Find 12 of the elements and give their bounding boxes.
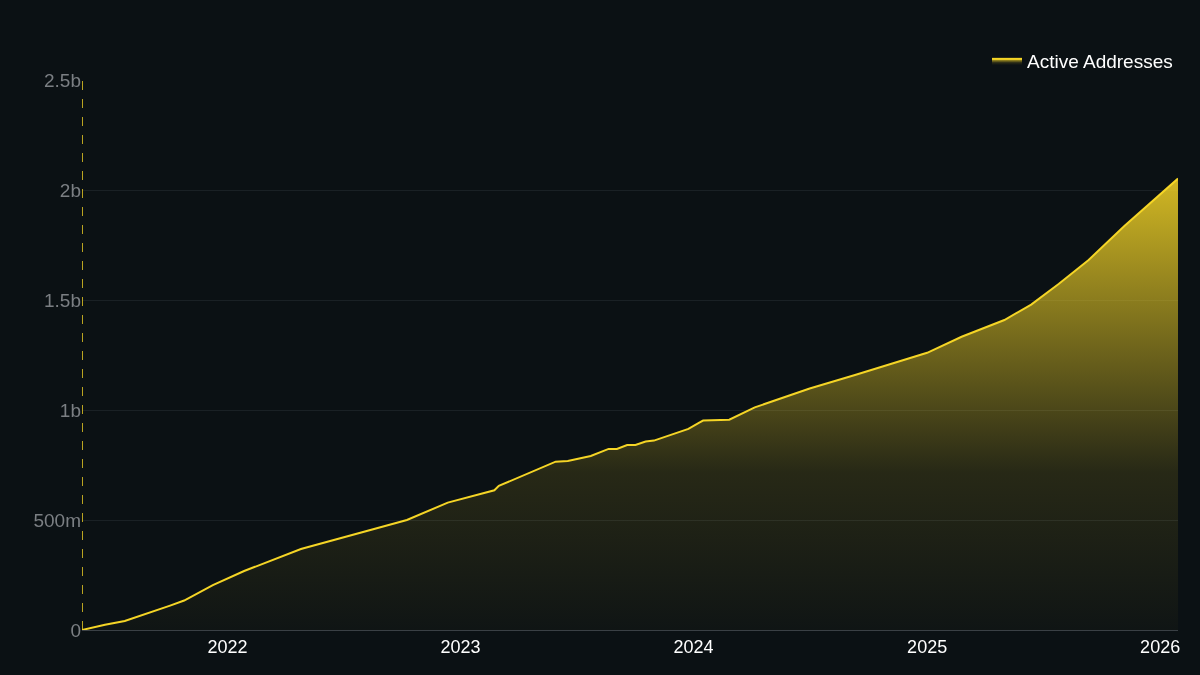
y-tick-label: 2b xyxy=(59,179,81,201)
y-tick-label: 0 xyxy=(70,619,81,641)
x-tick-label: 2026 xyxy=(1140,636,1181,657)
y-tick-label: 1.5b xyxy=(44,289,81,311)
x-tick-label: 2022 xyxy=(207,636,248,657)
legend-label: Active Addresses xyxy=(1027,51,1173,73)
y-tick-label: 2.5b xyxy=(44,69,81,91)
y-tick-label: 500m xyxy=(33,509,81,531)
y-tick-label: 1b xyxy=(59,399,81,421)
x-tick-label: 2025 xyxy=(907,636,948,657)
x-tick-label: 2024 xyxy=(673,636,714,657)
x-tick-label: 2023 xyxy=(440,636,481,657)
